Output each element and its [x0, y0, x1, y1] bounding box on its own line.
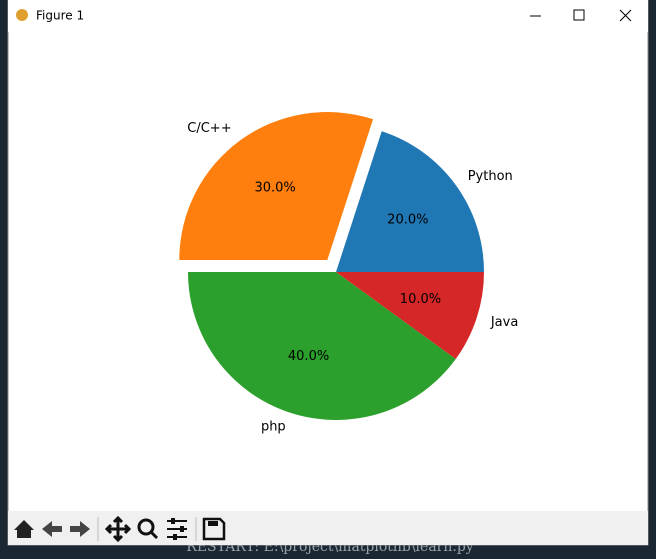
forward-button[interactable] [70, 521, 90, 537]
slice-label: php [261, 419, 286, 434]
slice-label: Java [490, 315, 518, 330]
pie-chart: Python 20.0% C/C++ 30.0% php 40.0% Java 10.0% [179, 112, 518, 434]
slider-knob [173, 534, 177, 540]
pie-slice [336, 131, 484, 272]
slider-knob [171, 518, 175, 524]
slice-label: Python [468, 169, 513, 184]
percent-label: 40.0% [288, 349, 329, 364]
save-icon-part [208, 521, 218, 526]
percent-label: 10.0% [400, 292, 441, 307]
pie-slice [179, 112, 374, 261]
percent-label: 20.0% [387, 212, 428, 227]
zoom-button[interactable] [137, 518, 155, 536]
pie-slice [336, 272, 484, 359]
save-button[interactable] [202, 517, 226, 541]
close-button[interactable] [619, 9, 632, 22]
slice-label: C/C++ [187, 121, 231, 136]
toolbar [8, 511, 648, 545]
title-bar [8, 0, 648, 32]
pan-button[interactable] [104, 515, 132, 543]
home-button[interactable] [14, 520, 34, 538]
back-button[interactable] [42, 521, 62, 537]
pie-slice [188, 272, 456, 421]
app-icon [16, 9, 28, 21]
maximize-button[interactable] [573, 9, 585, 21]
zoom-handle [149, 530, 159, 540]
percent-label: 30.0% [254, 181, 295, 196]
window-title: Figure 1 [36, 9, 84, 23]
slider-knob [180, 526, 184, 532]
